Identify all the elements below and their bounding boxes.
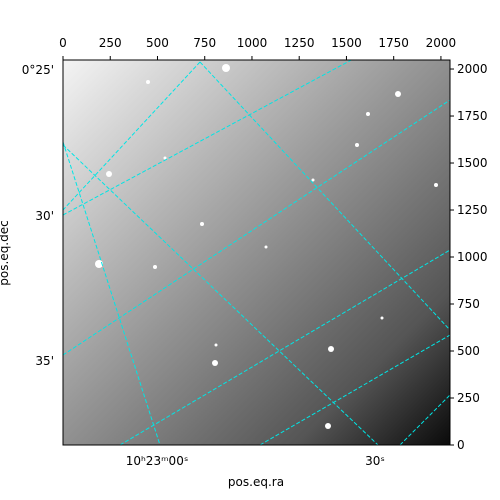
y-tick-label: 250 bbox=[457, 391, 480, 405]
x-tick-label: 1000 bbox=[237, 36, 268, 50]
x-tick-label: 250 bbox=[99, 36, 122, 50]
x-tick-label: 1250 bbox=[284, 36, 315, 50]
world-y-tick-label: 0°25' bbox=[22, 63, 54, 77]
world-x-tick-label: 10ʰ23ᵐ00ˢ bbox=[126, 454, 189, 468]
world-y-tick-label: 30' bbox=[35, 209, 54, 223]
y-tick-label: 2000 bbox=[457, 62, 488, 76]
y-tick-label: 1500 bbox=[457, 156, 488, 170]
y-tick-label: 1250 bbox=[457, 203, 488, 217]
world-x-tick-label: 30ˢ bbox=[365, 454, 385, 468]
x-axis-label: pos.eq.ra bbox=[228, 475, 284, 489]
world-y-tick-label: 35' bbox=[35, 354, 54, 368]
x-tick-label: 750 bbox=[193, 36, 216, 50]
y-tick-label: 0 bbox=[457, 438, 465, 452]
x-tick-label: 0 bbox=[59, 36, 67, 50]
y-tick-label: 750 bbox=[457, 297, 480, 311]
y-tick-label: 500 bbox=[457, 344, 480, 358]
y-tick-label: 1750 bbox=[457, 109, 488, 123]
y-tick-label: 1000 bbox=[457, 250, 488, 264]
x-tick-label: 1750 bbox=[378, 36, 409, 50]
x-tick-label: 1500 bbox=[331, 36, 362, 50]
x-tick-label: 2000 bbox=[426, 36, 457, 50]
y-axis-label: pos.eq.dec bbox=[0, 220, 11, 285]
x-tick-label: 500 bbox=[146, 36, 169, 50]
image bbox=[62, 59, 451, 446]
